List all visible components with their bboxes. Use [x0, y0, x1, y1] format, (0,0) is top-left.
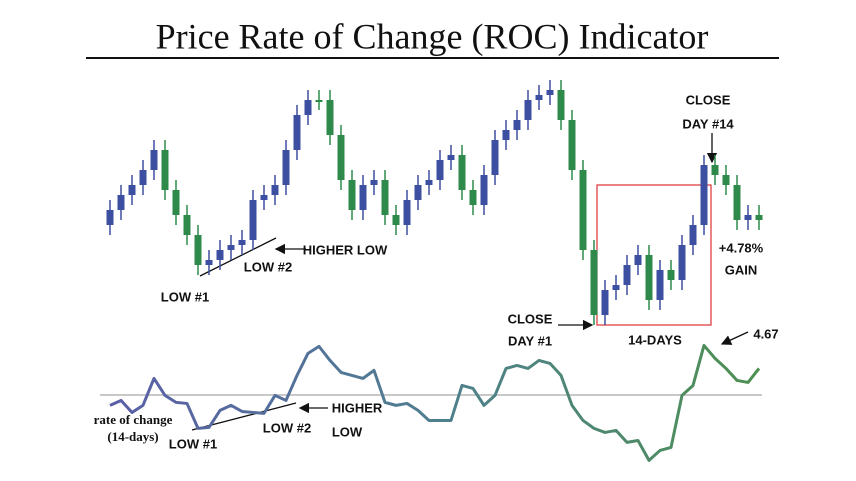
candle-body	[150, 150, 158, 170]
candle-body	[315, 100, 323, 102]
annotation: LOW #1	[161, 289, 209, 304]
candle-body	[183, 215, 191, 235]
title: Price Rate of Change (ROC) Indicator	[156, 16, 709, 56]
annotation: LOW	[332, 424, 363, 439]
candle-body	[282, 150, 290, 185]
candle-body	[568, 120, 576, 170]
candle-body	[535, 95, 543, 100]
candle-body	[733, 185, 741, 220]
annotation: CLOSE	[508, 311, 553, 326]
range-box	[596, 184, 712, 326]
annotation: CLOSE	[686, 92, 731, 107]
annotation: LOW #2	[244, 259, 292, 274]
candle-body	[491, 140, 499, 175]
candle-body	[106, 210, 114, 225]
candle-body	[447, 155, 455, 160]
candle-body	[238, 240, 246, 245]
candle-body	[612, 285, 620, 290]
annotation: GAIN	[725, 262, 758, 277]
candle-body	[172, 190, 180, 215]
candle-body	[392, 215, 400, 225]
candle-body	[381, 180, 389, 215]
candle-body	[414, 185, 422, 200]
annotation: HIGHER LOW	[303, 242, 388, 257]
candle-body	[755, 215, 763, 220]
candle-body	[623, 265, 631, 285]
arrows	[191, 133, 749, 431]
candle-body	[271, 185, 279, 195]
candle-body	[425, 180, 433, 185]
candle-body	[579, 170, 587, 250]
candle-body	[304, 100, 312, 115]
candle-body	[458, 155, 466, 190]
candle-body	[700, 165, 708, 225]
annotation: +4.78%	[719, 240, 764, 255]
candle-body	[634, 255, 642, 265]
candle-body	[403, 200, 411, 225]
candle-body	[260, 195, 268, 200]
candle-body	[348, 180, 356, 210]
candle-body	[194, 235, 202, 265]
candle-body	[469, 190, 477, 205]
candle-body	[326, 100, 334, 135]
candle-body	[161, 150, 169, 190]
roc-line	[109, 343, 761, 462]
candle-body	[546, 90, 554, 95]
candle-body	[722, 175, 730, 185]
annotation: LOW #2	[263, 420, 311, 435]
candle-body	[205, 260, 213, 265]
candle-body	[689, 225, 697, 245]
candle-body	[128, 185, 136, 195]
candle-body	[480, 175, 488, 205]
arrow	[720, 331, 749, 345]
candle-body	[436, 160, 444, 180]
candle-body	[117, 195, 125, 210]
annotation: 14-DAYS	[628, 332, 682, 347]
candle-body	[645, 255, 653, 300]
trend-line	[199, 237, 277, 277]
candle-body	[337, 135, 345, 180]
candle-body	[293, 115, 301, 150]
candle-body	[139, 170, 147, 185]
candle-body	[513, 120, 521, 130]
annotation: DAY #14	[682, 116, 734, 131]
candle-body	[601, 290, 609, 315]
candle-body	[502, 130, 510, 140]
candle-body	[370, 180, 378, 185]
annotation: LOW #1	[169, 436, 217, 451]
candle-body	[359, 185, 367, 210]
annotation: DAY #1	[508, 333, 552, 348]
candle-body	[249, 200, 257, 240]
annotation: rate of change	[94, 412, 173, 427]
annotation: 4.67	[753, 326, 778, 341]
annotation: (14-days)	[107, 429, 158, 444]
candle-body	[524, 100, 532, 120]
candle-body	[656, 270, 664, 300]
candle-body	[667, 270, 675, 280]
candle-body	[744, 215, 752, 220]
candle-body	[557, 90, 565, 120]
annotation: HIGHER	[332, 400, 383, 415]
candle-body	[227, 245, 235, 250]
candle-body	[678, 245, 686, 280]
candle-body	[711, 165, 719, 175]
candle-body	[590, 250, 598, 315]
candle-body	[216, 250, 224, 260]
